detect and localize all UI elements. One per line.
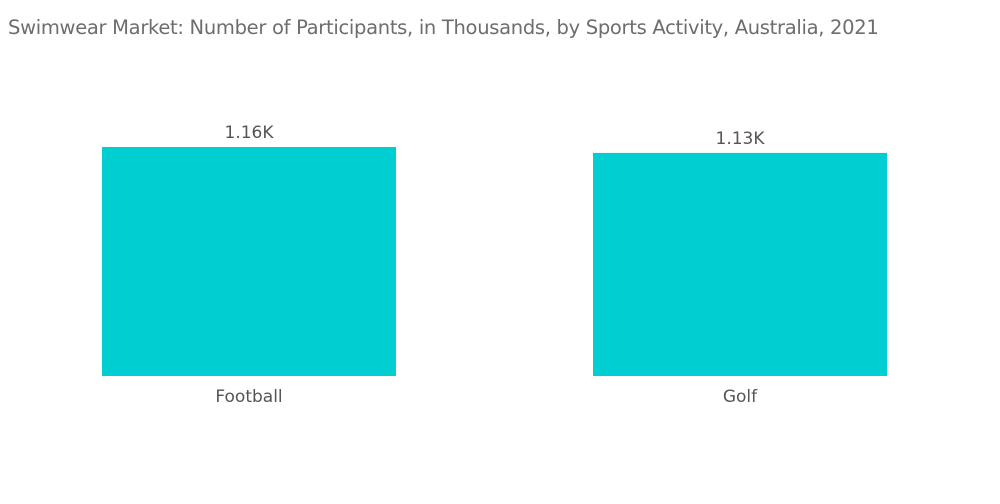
x-tick-label-football: Football bbox=[215, 387, 282, 407]
bar-golf bbox=[593, 152, 887, 376]
category-labels-group: Football Golf bbox=[215, 387, 758, 407]
data-label-golf: 1.13K bbox=[716, 129, 766, 149]
chart-title: Swimwear Market: Number of Participants,… bbox=[8, 16, 879, 39]
x-tick-label-golf: Golf bbox=[723, 387, 758, 407]
data-labels-group: 1.16K 1.13K bbox=[225, 123, 766, 149]
bars-group bbox=[102, 147, 887, 376]
bar-football bbox=[102, 147, 396, 376]
data-label-football: 1.16K bbox=[225, 123, 275, 143]
